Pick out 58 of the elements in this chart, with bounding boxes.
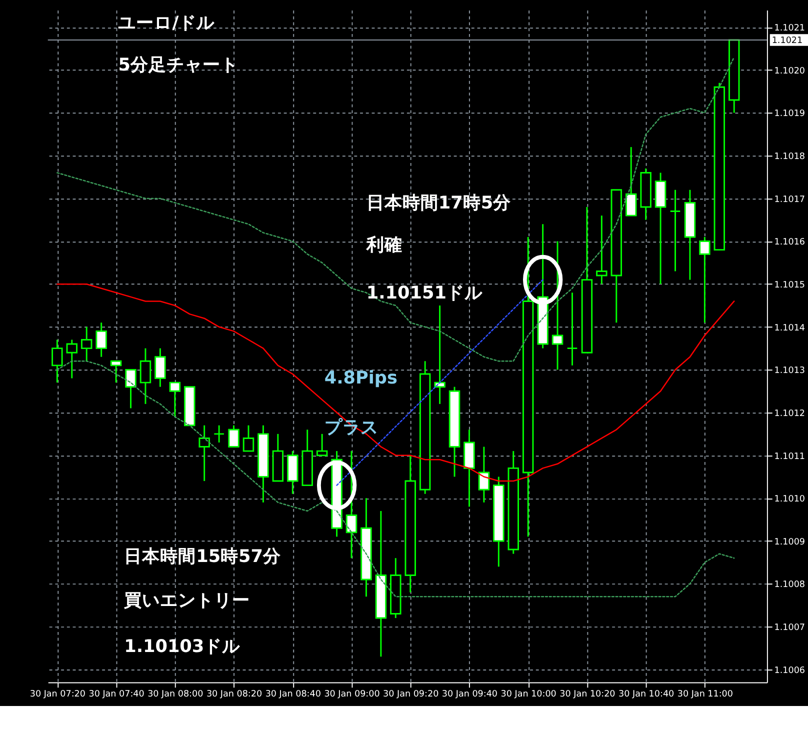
candlestick [198, 424, 210, 482]
line-series [56, 56, 735, 362]
candlestick [96, 322, 107, 358]
x-tick-label: 30 Jan 10:40 [618, 689, 674, 700]
x-tick-label: 30 Jan 10:00 [500, 689, 556, 700]
y-tick-label: 1.1021 [774, 24, 806, 34]
y-tick-label: 1.1009 [774, 537, 806, 548]
annotation: 日本時間17時5分 [366, 192, 512, 214]
x-tick-label: 30 Jan 07:20 [30, 689, 86, 700]
y-tick-label: 1.1018 [774, 152, 806, 162]
x-tick-label: 30 Jan 08:40 [265, 689, 321, 700]
candlestick [596, 214, 608, 285]
y-tick-label: 1.1016 [774, 238, 806, 248]
chart-title: ユーロ/ドル [118, 14, 216, 34]
annotation: 1.10103ドル [124, 636, 242, 657]
candlestick [154, 348, 166, 388]
y-tick-label: 1.1020 [774, 66, 806, 76]
x-tick-label: 30 Jan 09:00 [324, 689, 380, 700]
candlestick [125, 368, 136, 409]
y-tick-label: 1.1014 [774, 323, 806, 334]
annotation: 1.10151ドル [366, 283, 484, 304]
candlestick [66, 339, 78, 380]
annotation: 利確 [365, 234, 402, 256]
annotation: 買いエントリー [123, 591, 250, 612]
annotation: プラス [324, 417, 378, 438]
candlestick [52, 339, 63, 384]
candlestick [242, 424, 254, 452]
y-tick-label: 1.1011 [774, 452, 806, 462]
candlestick [169, 382, 181, 418]
y-tick-label: 1.1017 [774, 194, 806, 205]
candlestick [625, 146, 637, 216]
x-tick-label: 30 Jan 09:20 [383, 689, 439, 700]
y-tick-label: 1.1010 [774, 494, 806, 505]
y-tick-label: 1.1015 [774, 280, 806, 290]
candlestick [213, 424, 225, 444]
annotation: 日本時間15時57分 [124, 546, 282, 568]
y-tick-label: 1.1012 [774, 408, 806, 419]
candlestick [110, 360, 122, 384]
x-tick-label: 30 Jan 08:00 [148, 689, 204, 700]
y-tick-label: 1.1008 [774, 580, 806, 590]
x-tick-label: 30 Jan 07:40 [88, 689, 144, 700]
y-tick-label: 1.1006 [774, 666, 806, 676]
candlestick [228, 424, 240, 448]
x-tick-label: 30 Jan 11:00 [677, 689, 733, 700]
candlestick [566, 292, 578, 366]
candlestick [80, 326, 92, 362]
candlestick [478, 446, 490, 504]
y-tick-label: 1.1013 [774, 366, 806, 376]
candlestick [140, 348, 152, 405]
x-tick-label: 30 Jan 10:20 [560, 689, 616, 700]
candlestick [699, 236, 710, 324]
x-tick-label: 30 Jan 09:40 [442, 689, 498, 700]
annotation: 4.8Pips [324, 368, 398, 388]
candlestick [670, 189, 681, 272]
y-tick-label: 1.1019 [774, 109, 806, 120]
x-tick-label: 30 Jan 08:20 [206, 689, 262, 700]
y-tick-label: 1.1007 [774, 623, 806, 634]
text: 5分足チャート [118, 56, 238, 76]
